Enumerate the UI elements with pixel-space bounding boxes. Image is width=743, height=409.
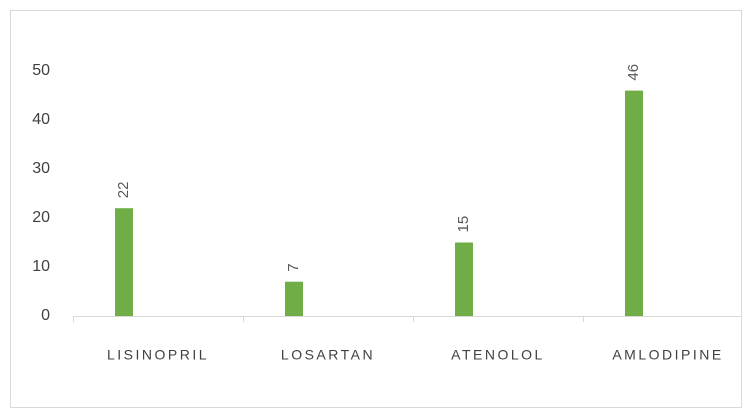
value-label: 7: [285, 263, 302, 271]
x-tick-label: ATENOLOL: [451, 347, 545, 363]
x-tick-label: LISINOPRIL: [107, 347, 209, 363]
bar: [115, 208, 133, 316]
y-tick-label: 50: [32, 62, 50, 79]
bar: [285, 281, 303, 316]
y-tick-label: 30: [32, 160, 50, 177]
value-label: 22: [115, 182, 132, 199]
y-tick-label: 0: [41, 307, 50, 324]
value-label: 46: [625, 64, 642, 81]
x-tick-label: AMLODIPINE: [612, 347, 723, 363]
y-tick-label: 40: [32, 111, 50, 128]
y-tick-label: 20: [32, 209, 50, 226]
value-label: 15: [455, 216, 472, 233]
bar: [625, 90, 643, 316]
y-tick-label: 10: [32, 258, 50, 275]
bar: [455, 242, 473, 316]
x-tick-label: LOSARTAN: [281, 347, 375, 363]
